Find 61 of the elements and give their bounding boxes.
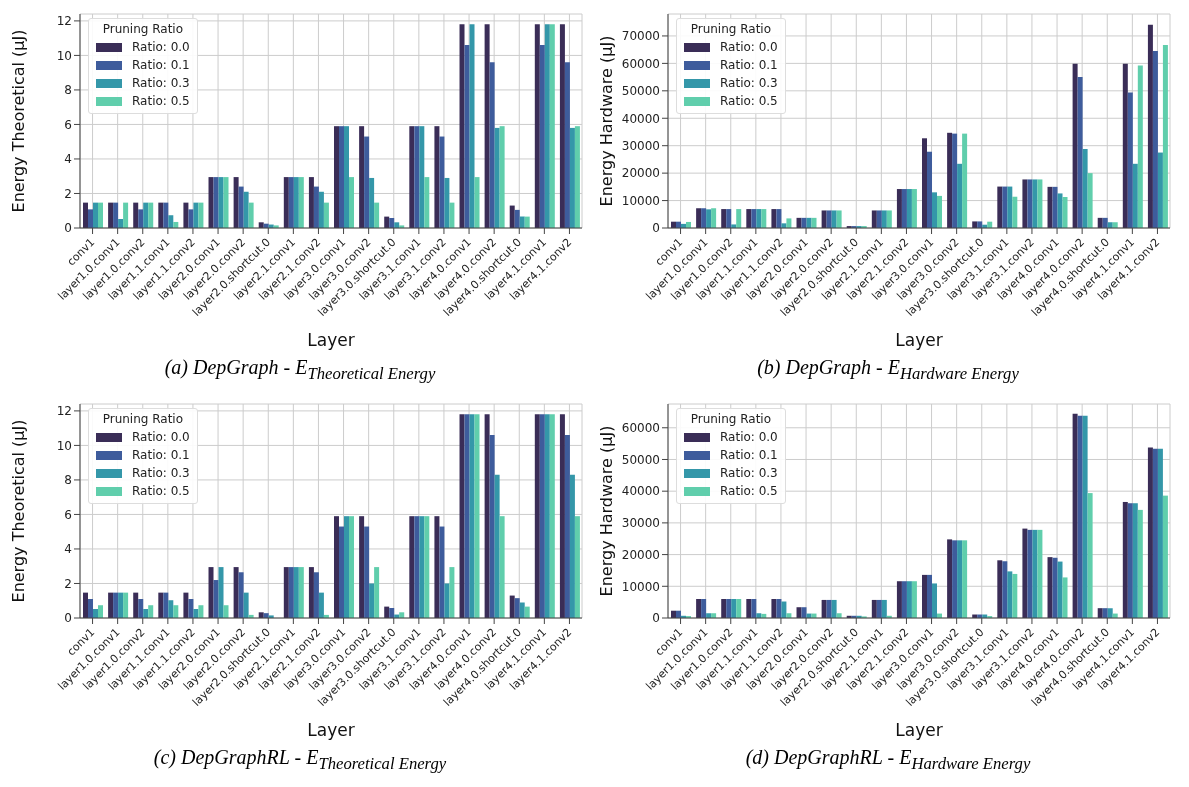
legend-label: Ratio: 0.0 — [720, 40, 778, 54]
legend-title: Pruning Ratio — [689, 412, 773, 426]
y-tick-label: 40000 — [621, 111, 660, 126]
y-tick-label: 30000 — [621, 138, 660, 153]
y-tick-label: 8 — [64, 473, 72, 488]
y-tick-label: 70000 — [621, 29, 660, 44]
x-axis-title: Layer — [895, 330, 943, 350]
y-tick-label: 6 — [64, 507, 72, 522]
legend-label: Ratio: 0.5 — [132, 94, 190, 108]
legend-label: Ratio: 0.1 — [720, 448, 778, 462]
legend-label: Ratio: 0.3 — [132, 76, 190, 90]
y-tick-label: 4 — [64, 152, 72, 167]
y-tick-label: 0 — [64, 611, 72, 626]
legend-label: Ratio: 0.1 — [132, 58, 190, 72]
y-axis-title: Energy Theoretical (μJ) — [8, 29, 28, 213]
y-axis-title: Energy Hardware (μJ) — [596, 425, 616, 597]
y-tick-label: 50000 — [621, 84, 660, 99]
legend-label: Ratio: 0.5 — [720, 94, 778, 108]
y-tick-label: 20000 — [621, 547, 660, 562]
y-tick-label: 2 — [64, 186, 72, 201]
y-tick-label: 12 — [56, 404, 72, 419]
y-tick-label: 40000 — [621, 484, 660, 499]
y-tick-label: 10000 — [621, 193, 660, 208]
text: (c) DepGraphRL - E$_{Theoretical Energy}$ — [152, 746, 448, 774]
x-axis-title: Layer — [895, 720, 943, 740]
y-axis-title: Energy Hardware (μJ) — [596, 35, 616, 207]
text: (a) DepGraph - E$_{Theoretical Energy}$ — [163, 356, 437, 384]
y-tick-label: 0 — [64, 221, 72, 236]
y-tick-label: 6 — [64, 117, 72, 132]
legend-title: Pruning Ratio — [101, 412, 185, 426]
x-axis-title: Layer — [307, 330, 355, 350]
y-tick-label: 0 — [652, 221, 660, 236]
y-tick-label: 20000 — [621, 166, 660, 181]
legend-label: Ratio: 0.0 — [720, 430, 778, 444]
legend-label: Ratio: 0.1 — [132, 448, 190, 462]
y-tick-label: 2 — [64, 576, 72, 591]
y-tick-label: 10000 — [621, 579, 660, 594]
legend-label: Ratio: 0.3 — [720, 76, 778, 90]
y-tick-label: 12 — [56, 14, 72, 29]
y-tick-label: 4 — [64, 542, 72, 557]
y-tick-label: 0 — [652, 611, 660, 626]
y-tick-label: 8 — [64, 83, 72, 98]
legend-label: Ratio: 0.1 — [720, 58, 778, 72]
legend-label: Ratio: 0.5 — [720, 484, 778, 498]
legend-label: Ratio: 0.3 — [132, 466, 190, 480]
y-axis-title: Energy Theoretical (μJ) — [8, 419, 28, 603]
text: (b) DepGraph - E$_{Hardware Energy}$ — [756, 356, 1020, 384]
legend-title: Pruning Ratio — [689, 22, 773, 36]
y-tick-label: 50000 — [621, 452, 660, 467]
legend-label: Ratio: 0.0 — [132, 430, 190, 444]
y-tick-label: 60000 — [621, 56, 660, 71]
y-tick-label: 60000 — [621, 421, 660, 436]
legend-label: Ratio: 0.3 — [720, 466, 778, 480]
x-axis-title: Layer — [307, 720, 355, 740]
y-tick-label: 10 — [56, 438, 72, 453]
legend-label: Ratio: 0.0 — [132, 40, 190, 54]
legend-title: Pruning Ratio — [101, 22, 185, 36]
legend-label: Ratio: 0.5 — [132, 484, 190, 498]
y-tick-label: 10 — [56, 48, 72, 63]
y-tick-label: 30000 — [621, 516, 660, 531]
text: (d) DepGraphRL - E$_{Hardware Energy}$ — [744, 746, 1032, 774]
